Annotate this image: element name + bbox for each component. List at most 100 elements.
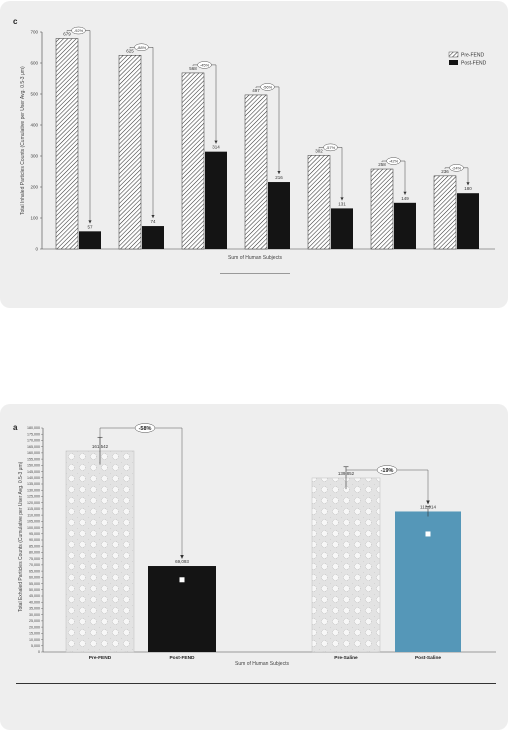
y-tick-label-a: 135,000 xyxy=(27,482,40,486)
annotation-arrowhead-a1 xyxy=(180,555,184,560)
y-axis-label-a: Total Exhaled Particles Counts (Cumulati… xyxy=(18,461,24,612)
data-label-a: 69,093 xyxy=(175,559,189,564)
y-tick-label-a: 75,000 xyxy=(29,557,40,561)
annotation-label-a1: -58% xyxy=(139,426,152,432)
data-label-post: 216 xyxy=(275,175,283,180)
annotation-label: -56% xyxy=(263,84,273,89)
y-tick-label-a: 180,000 xyxy=(27,426,40,430)
legend-swatch-post-fend xyxy=(449,60,458,65)
y-tick-label-a: 130,000 xyxy=(27,488,40,492)
annotation-badge-a1 xyxy=(134,423,156,433)
x-axis-label-a: Sum of Human Subjects xyxy=(235,661,289,667)
data-label-pre: 625 xyxy=(126,48,134,53)
annotation-arrowhead xyxy=(466,182,470,186)
annotation-badge xyxy=(134,43,149,51)
y-tick-label-a: 95,000 xyxy=(29,532,40,536)
x-tick-label-a: Pre-FEND xyxy=(89,655,112,661)
y-tick-label-a: 175,000 xyxy=(27,432,40,436)
x-tick-label-a: Post-FEND xyxy=(169,655,195,661)
annotation-badge xyxy=(449,164,464,172)
y-tick-label-a: 60,000 xyxy=(29,576,40,580)
y-tick-label-a: 55,000 xyxy=(29,582,40,586)
y-tick-label-c: 300 xyxy=(30,154,38,159)
data-label-pre: 497 xyxy=(252,88,260,93)
y-tick-label-a: 70,000 xyxy=(29,563,40,567)
bar-post-fend xyxy=(142,226,164,249)
annotation-label-a2: -19% xyxy=(381,468,394,474)
bar-post-fend xyxy=(205,151,227,249)
annotation-arrowhead xyxy=(340,197,344,201)
annotation-arrowhead-a2 xyxy=(426,500,430,505)
x-tick-label-a: Pre-Saline xyxy=(334,655,358,661)
legend-label-pre-fend: Pre-FEND xyxy=(461,53,484,59)
annotation-bracket-a2 xyxy=(346,469,429,504)
annotation-badge xyxy=(197,61,212,69)
y-tick-label-a: 125,000 xyxy=(27,495,40,499)
annotation-arrowhead xyxy=(214,140,218,144)
legend-label-post-fend: Post-FEND xyxy=(461,61,487,67)
y-tick-label-c: 700 xyxy=(30,30,38,35)
y-tick-label-a: 40,000 xyxy=(29,600,40,604)
bar-pre-fend xyxy=(433,175,457,250)
bar-pre-fend xyxy=(65,450,135,653)
bar-post-fend xyxy=(331,208,353,249)
annotation-badge-a2 xyxy=(376,465,398,475)
x-tick-label-a: Post-Saline xyxy=(415,655,441,661)
y-tick-label-a: 65,000 xyxy=(29,569,40,573)
data-label-pre: 679 xyxy=(63,32,71,37)
data-label-post: 74 xyxy=(150,219,156,224)
data-label-post: 57 xyxy=(87,224,93,229)
y-tick-label-a: 140,000 xyxy=(27,476,40,480)
mean-marker xyxy=(425,531,431,537)
bar-pre-fend xyxy=(118,55,142,250)
y-tick-label-a: 105,000 xyxy=(27,520,40,524)
legend-swatch-pre-fend xyxy=(448,51,459,58)
panel-letter-c: c xyxy=(13,17,18,26)
y-tick-label-c: 500 xyxy=(30,92,38,97)
y-axis-label-c: Total Inhaled Particles Counts (Cumulati… xyxy=(20,66,26,215)
bar-pre-fend xyxy=(55,38,79,250)
y-tick-label-a: 45,000 xyxy=(29,594,40,598)
mean-marker xyxy=(179,577,185,583)
annotation-label: -45% xyxy=(200,62,210,67)
y-tick-label-a: 25,000 xyxy=(29,619,40,623)
x-axis-underline-c xyxy=(220,273,290,274)
y-tick-label-a: 165,000 xyxy=(27,445,40,449)
y-tick-label-a: 80,000 xyxy=(29,551,40,555)
data-label-post: 314 xyxy=(212,145,220,150)
y-tick-label-a: 85,000 xyxy=(29,544,40,548)
y-tick-label-a: 35,000 xyxy=(29,607,40,611)
data-label-post: 131 xyxy=(338,201,346,206)
data-label-pre: 258 xyxy=(378,162,386,167)
y-tick-label-c: 0 xyxy=(35,247,38,252)
y-tick-label-a: 10,000 xyxy=(29,638,40,642)
y-tick-label-a: 90,000 xyxy=(29,538,40,542)
data-label-post: 180 xyxy=(464,186,472,191)
bar-post-fend xyxy=(79,231,101,249)
annotation-arrowhead xyxy=(277,171,281,175)
y-tick-label-c: 100 xyxy=(30,216,38,221)
y-tick-label-a: 160,000 xyxy=(27,451,40,455)
y-tick-label-a: 100,000 xyxy=(27,526,40,530)
annotation-label: -88% xyxy=(137,45,147,50)
data-label-post: 149 xyxy=(401,196,409,201)
bar-pre-saline xyxy=(311,477,381,653)
bar-pre-fend xyxy=(370,168,394,250)
y-tick-label-c: 400 xyxy=(30,123,38,128)
annotation-arrowhead xyxy=(88,220,92,224)
annotation-badge xyxy=(323,143,338,152)
bar-post-fend xyxy=(268,182,290,249)
annotation-badge xyxy=(386,157,401,165)
panel-divider-a xyxy=(16,683,496,684)
y-tick-label-a: 170,000 xyxy=(27,439,40,443)
annotation-label: -92% xyxy=(74,28,84,33)
y-tick-label-a: 150,000 xyxy=(27,464,40,468)
y-tick-label-a: 30,000 xyxy=(29,613,40,617)
bar-post-fend xyxy=(457,193,479,249)
data-label-pre: 236 xyxy=(441,169,449,174)
annotation-badge xyxy=(260,83,275,91)
y-tick-label-a: 145,000 xyxy=(27,470,40,474)
annotation-arrowhead xyxy=(403,191,407,195)
y-tick-label-a: 0 xyxy=(38,650,40,654)
